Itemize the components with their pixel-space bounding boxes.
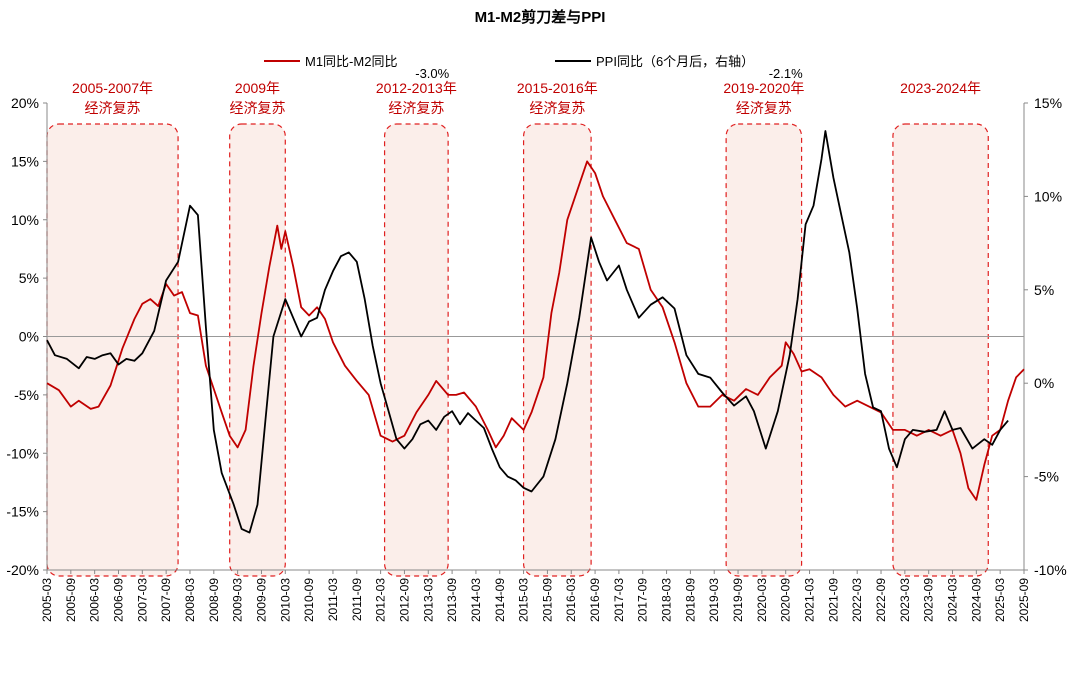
x-tick-label: 2013-09 (445, 578, 459, 622)
series-line-m1m2 (46, 160, 1025, 501)
period-box-2 (383, 123, 449, 577)
x-tick-label: 2015-03 (517, 578, 531, 622)
x-tick-label: 2020-09 (779, 578, 793, 622)
period-label-line1: 2009年 (235, 80, 280, 96)
x-tick-label: 2007-03 (135, 578, 149, 622)
value-annotation: -3.0% (415, 66, 449, 81)
recovery-period-boxes (46, 123, 989, 577)
right-tick-label: 5% (1034, 282, 1054, 298)
x-tick-label: 2006-09 (111, 578, 125, 622)
left-tick-label: -5% (14, 387, 39, 403)
x-tick-label: 2022-03 (850, 578, 864, 622)
x-tick-label: 2015-09 (540, 578, 554, 622)
x-tick-label: 2025-09 (1017, 578, 1031, 622)
x-tick-label: 2016-09 (588, 578, 602, 622)
period-box-3 (522, 123, 592, 577)
x-tick-label: 2021-03 (803, 578, 817, 622)
left-tick-label: 10% (11, 212, 39, 228)
period-label-line1: 2005-2007年 (72, 80, 153, 96)
x-tick-label: 2012-09 (397, 578, 411, 622)
x-tick-label: 2018-03 (660, 578, 674, 622)
x-tick-label: 2020-03 (755, 578, 769, 622)
x-tick-label: 2025-03 (993, 578, 1007, 622)
x-tick-label: 2017-03 (612, 578, 626, 622)
x-tick-label: 2010-03 (278, 578, 292, 622)
x-tick-label: 2021-09 (826, 578, 840, 622)
x-tick-label: 2005-03 (40, 578, 54, 622)
left-tick-label: -15% (6, 504, 39, 520)
period-label-line1: 2019-2020年 (723, 80, 804, 96)
axes: 20% 15% 10% 5% 0% -5% -10% -15% -20% 15% 10% 5% 0% -5… (6, 95, 1066, 622)
period-label-line1: 2012-2013年 (376, 80, 457, 96)
right-tick-label: -5% (1034, 469, 1059, 485)
period-label-line1: 2015-2016年 (517, 80, 598, 96)
x-tick-label: 2024-09 (969, 578, 983, 622)
x-tick-label: 2022-09 (874, 578, 888, 622)
legend-m1m2-label: M1同比-M2同比 (305, 54, 397, 69)
x-tick-label: 2007-09 (159, 578, 173, 622)
x-tick-label: 2014-03 (469, 578, 483, 622)
x-tick-label: 2019-03 (707, 578, 721, 622)
right-tick-label: -10% (1034, 562, 1067, 578)
left-tick-label: 0% (19, 329, 39, 345)
period-label-line2: 经济复苏 (736, 100, 792, 116)
left-tick-label: -20% (6, 562, 39, 578)
period-label-line2: 经济复苏 (529, 100, 585, 116)
x-tick-label: 2008-09 (207, 578, 221, 622)
x-tick-label: 2010-09 (302, 578, 316, 622)
x-tick-label: 2011-09 (350, 578, 364, 621)
x-tick-label: 2006-03 (88, 578, 102, 622)
right-tick-label: 10% (1034, 188, 1062, 204)
x-tick-label: 2009-03 (231, 578, 245, 622)
x-tick-label: 2012-03 (374, 578, 388, 622)
x-tick-label: 2024-03 (946, 578, 960, 622)
x-tick-label: 2009-09 (254, 578, 268, 622)
x-tick-label: 2018-09 (683, 578, 697, 622)
left-tick-label: 15% (11, 153, 39, 169)
chart-title: M1-M2剪刀差与PPI (475, 8, 606, 26)
x-tick-label: 2008-03 (183, 578, 197, 622)
left-tick-label: 20% (11, 95, 39, 111)
x-tick-label: 2023-03 (898, 578, 912, 622)
series-lines (46, 130, 1025, 534)
period-label-line1: 2023-2024年 (900, 80, 981, 96)
period-label-line2: 经济复苏 (388, 100, 444, 116)
period-label-line2: 经济复苏 (229, 100, 285, 116)
x-tick-label: 2016-03 (564, 578, 578, 622)
x-tick-label: 2019-09 (731, 578, 745, 622)
period-box-1 (229, 123, 286, 577)
x-tick-label: 2011-03 (326, 578, 340, 621)
period-box-5 (892, 123, 989, 577)
right-tick-label: 15% (1034, 95, 1062, 111)
period-label-line2: 经济复苏 (85, 100, 141, 116)
period-box-4 (725, 123, 803, 577)
period-box-0 (46, 123, 179, 577)
legend-ppi-label: PPI同比（6个月后，右轴） (596, 54, 754, 69)
legend: M1同比-M2同比 PPI同比（6个月后，右轴） (264, 54, 754, 69)
right-tick-label: 0% (1034, 375, 1054, 391)
left-tick-label: 5% (19, 270, 39, 286)
x-tick-label: 2005-09 (64, 578, 78, 622)
x-tick-label: 2017-09 (636, 578, 650, 622)
x-tick-label: 2014-09 (493, 578, 507, 622)
x-tick-label: 2013-03 (421, 578, 435, 622)
value-annotation: -2.1% (769, 66, 803, 81)
period-labels: 2005-2007年经济复苏2009年经济复苏2012-2013年经济复苏201… (72, 66, 981, 116)
left-tick-label: -10% (6, 445, 39, 461)
series-line-ppi (46, 130, 1009, 534)
x-tick-label: 2023-09 (922, 578, 936, 622)
